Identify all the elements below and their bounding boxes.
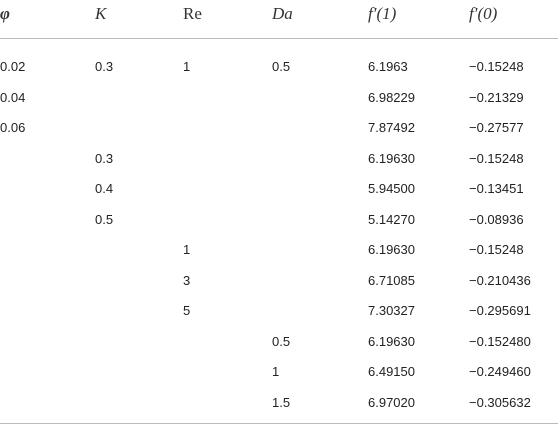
- table-cell: −0.15248: [469, 150, 524, 166]
- table-cell: −0.08936: [469, 211, 524, 227]
- table-cell: 1.5: [272, 394, 291, 410]
- header-rule: [0, 38, 558, 39]
- table-cell: −0.152480: [469, 333, 531, 349]
- table-cell: −0.15248: [469, 59, 524, 74]
- table-cell: 0.5: [272, 59, 291, 74]
- table-cell: 6.1963: [368, 59, 408, 74]
- table-cell: −0.15248: [469, 242, 524, 257]
- header-cell: φ: [0, 4, 10, 23]
- table-cell: −0.27577: [469, 120, 524, 135]
- table-cell: −0.210436: [469, 272, 531, 288]
- table-cell: 6.71085: [368, 272, 415, 288]
- table-cell: 5.94500: [368, 181, 415, 196]
- table-cell: 0.04: [0, 89, 26, 105]
- header-cell: f′(1): [368, 4, 397, 23]
- table-cell: 1: [183, 59, 191, 74]
- bottom-rule: [0, 423, 558, 424]
- header-cell: f′(0): [469, 4, 498, 23]
- header-cell: Re: [183, 4, 202, 23]
- table-cell: 0.5: [272, 333, 291, 349]
- table-cell: 0.3: [95, 59, 114, 74]
- table-cell: −0.249460: [469, 364, 531, 379]
- table-cell: 7.87492: [368, 120, 415, 135]
- table-cell: 0.5: [95, 211, 114, 227]
- table-cell: 0.06: [0, 120, 26, 135]
- table-cell: −0.13451: [469, 181, 524, 196]
- table-cell: 3: [183, 272, 191, 288]
- table-cell: 5.14270: [368, 211, 415, 227]
- table-cell: −0.305632: [469, 394, 531, 410]
- table-cell: 0.4: [95, 181, 114, 196]
- table-cell: 1: [183, 242, 191, 257]
- table-cell: 1: [272, 364, 280, 379]
- table-cell: 0.02: [0, 59, 26, 74]
- table-cell: −0.21329: [469, 89, 524, 105]
- table-cell: −0.295691: [469, 303, 531, 318]
- table-cell: 0.3: [95, 150, 114, 166]
- table-cell: 6.49150: [368, 364, 415, 379]
- table-cell: 6.19630: [368, 333, 415, 349]
- table-cell: 5: [183, 303, 191, 318]
- table-cell: 7.30327: [368, 303, 415, 318]
- table-cell: 6.19630: [368, 242, 415, 257]
- table-cell: 6.98229: [368, 89, 415, 105]
- table-cell: 6.97020: [368, 394, 415, 410]
- header-cell: Da: [272, 4, 293, 23]
- table-cell: 6.19630: [368, 150, 415, 166]
- header-cell: K: [95, 4, 107, 23]
